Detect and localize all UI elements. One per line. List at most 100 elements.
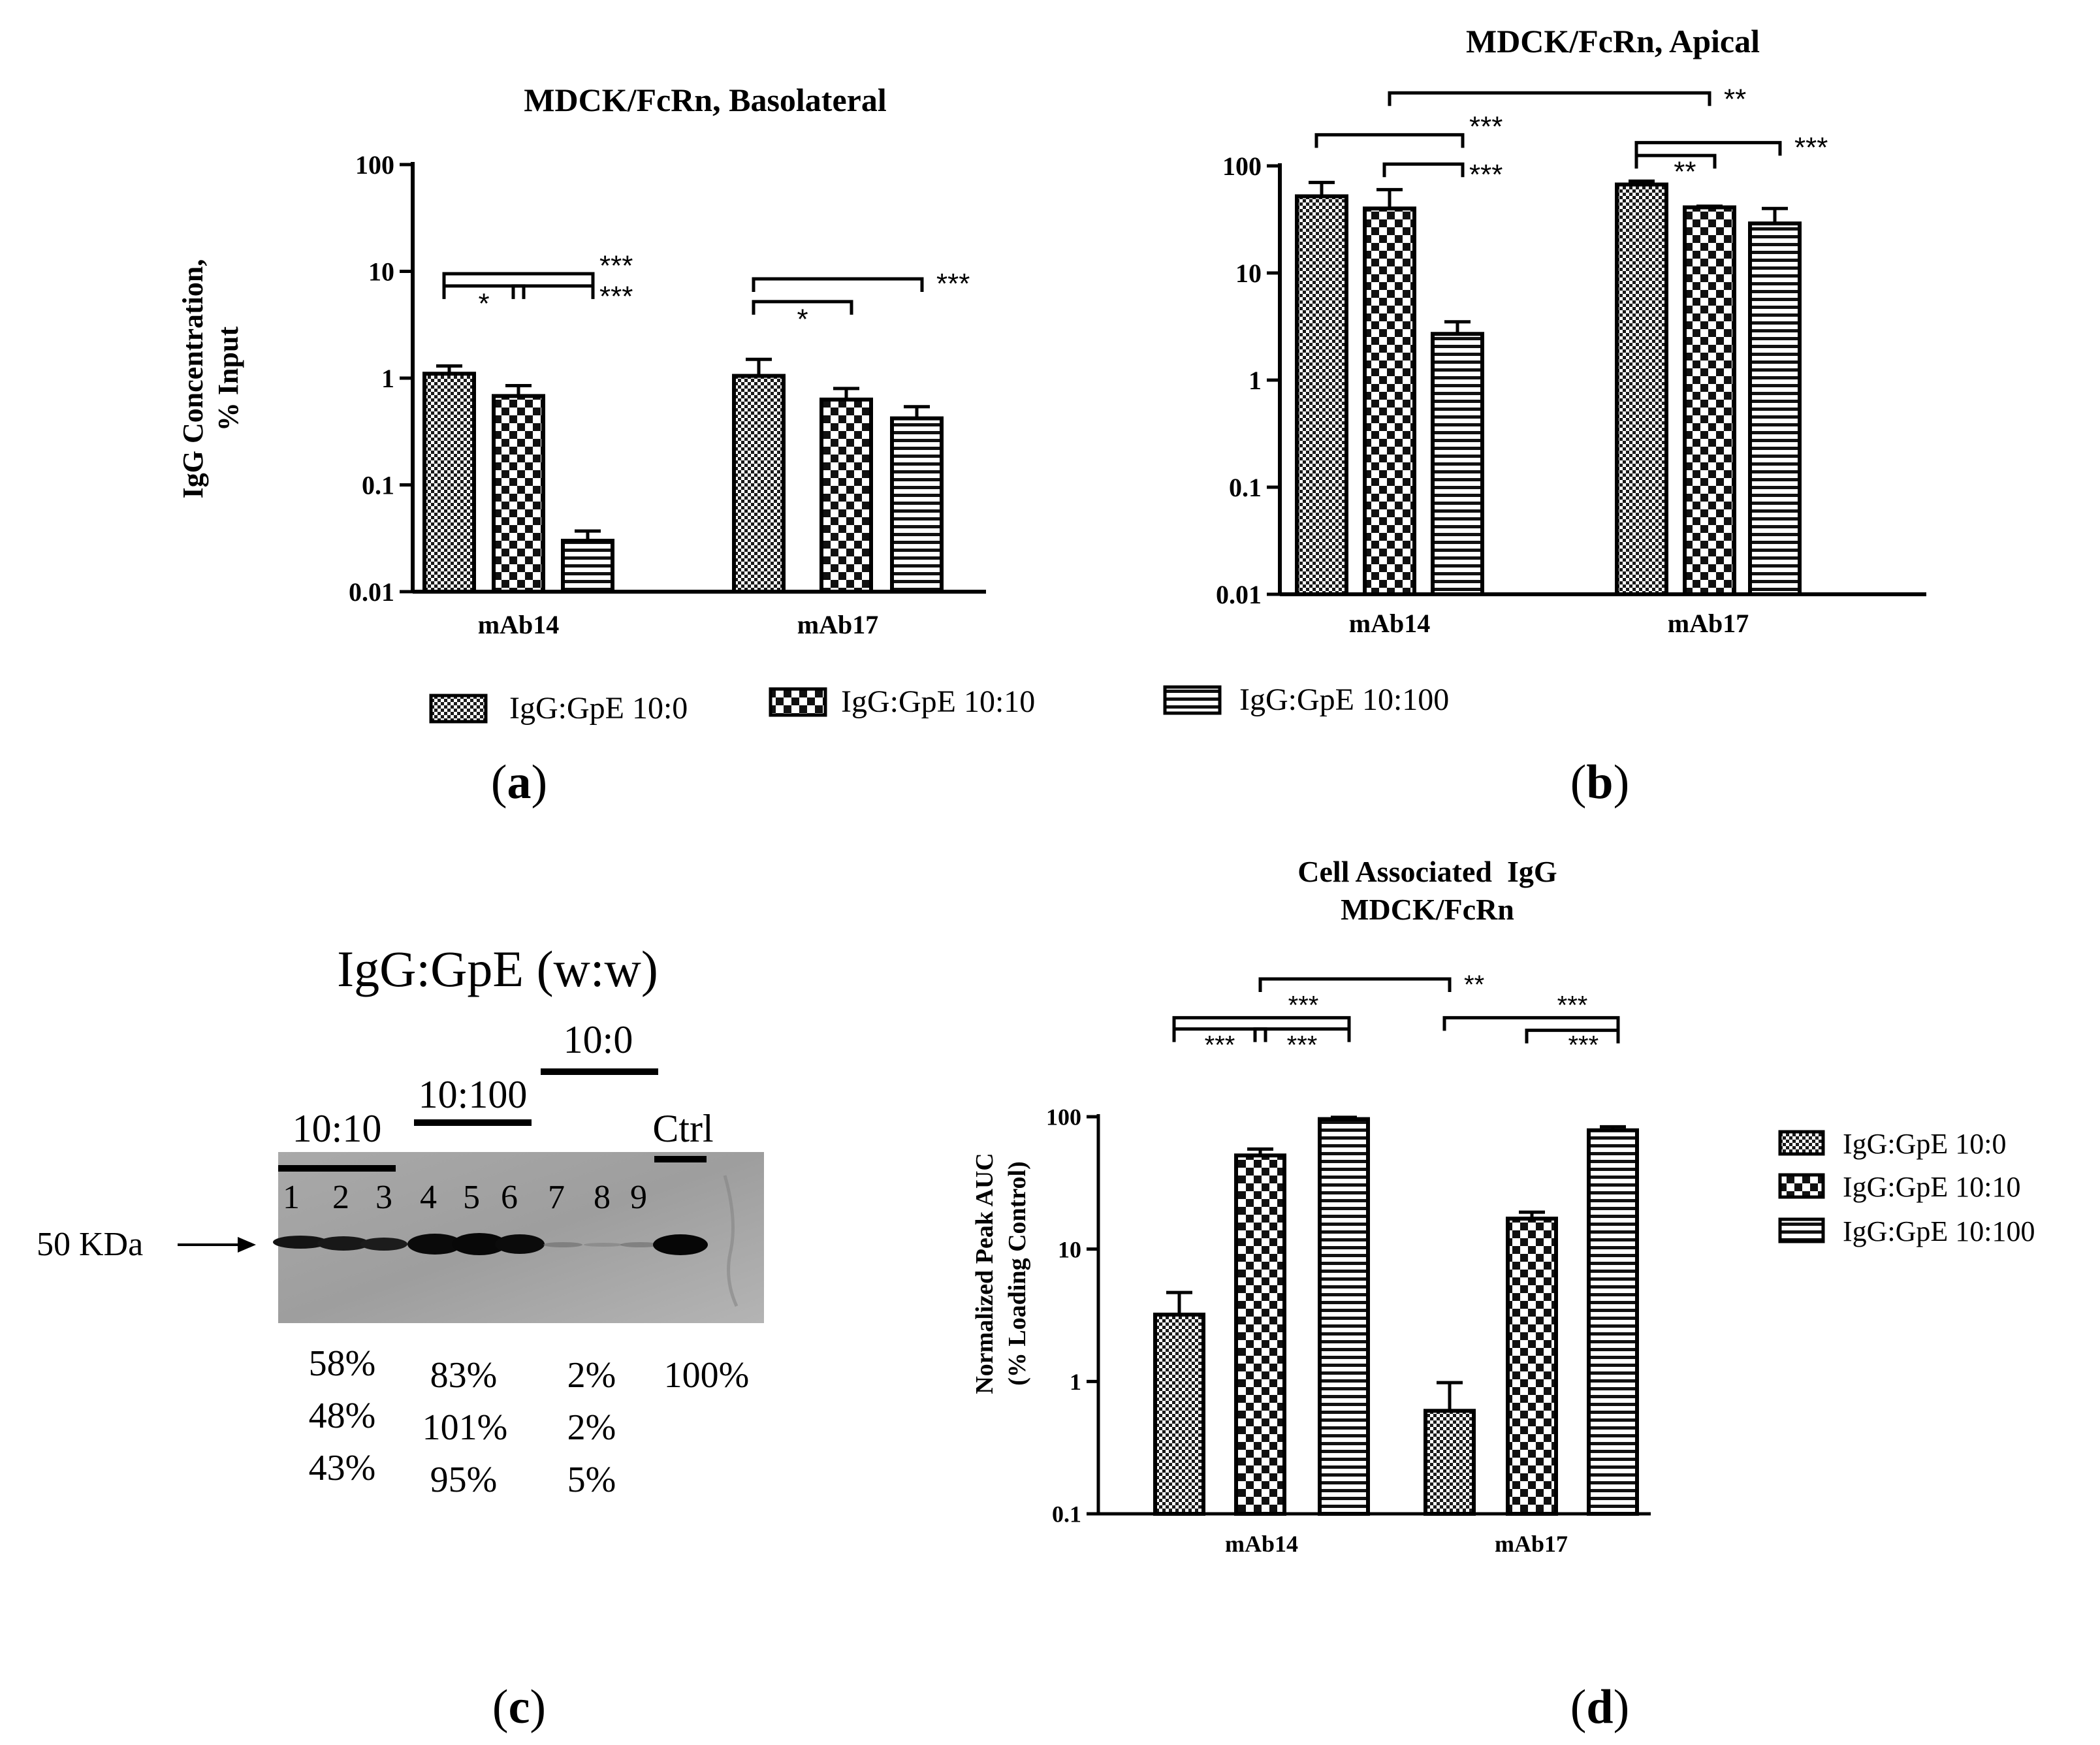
legend-swatch-10-10 bbox=[769, 687, 827, 717]
significance-bracket bbox=[1525, 1029, 1620, 1044]
lane-numbers: 1 2 3 4 5 6 7 8 9 bbox=[283, 1179, 647, 1216]
significance-label: * bbox=[797, 304, 808, 336]
blot-percentages: 58% 48% 43% 83% 101% 95% 2% 2% 5% 100% bbox=[309, 1343, 750, 1500]
bar bbox=[1587, 1128, 1639, 1516]
cross-significance-bracket bbox=[1258, 977, 1452, 992]
category-label: mAb14 bbox=[1349, 609, 1430, 638]
y-tick-label: 100 bbox=[355, 150, 394, 180]
legend-swatch-10-0 bbox=[1778, 1130, 1825, 1156]
panel-d-title-line1: Cell Associated IgG bbox=[1297, 855, 1557, 888]
y-tick-label: 0.1 bbox=[1229, 473, 1262, 502]
significance-bracket bbox=[1634, 153, 1717, 169]
bar bbox=[1506, 1216, 1558, 1516]
panel-d-letter-text: d bbox=[1586, 1680, 1613, 1734]
legend-swatch-10-0 bbox=[429, 694, 488, 724]
significance-bracket bbox=[442, 272, 595, 287]
percent-value: 95% bbox=[430, 1460, 498, 1500]
bar bbox=[422, 372, 476, 594]
significance-bracket bbox=[1634, 140, 1782, 156]
band-ctrl bbox=[653, 1234, 708, 1255]
group-bar-10-10 bbox=[278, 1165, 396, 1172]
significance-label: ** bbox=[1724, 83, 1746, 115]
significance-label: *** bbox=[1287, 1031, 1318, 1060]
panel-d-chart: Cell Associated IgG MDCK/FcRn Normalized… bbox=[971, 855, 2035, 1734]
legend-swatch-10-100 bbox=[1163, 685, 1222, 715]
panel-a-legend: IgG:GpE 10:0 IgG:GpE 10:10 IgG:GpE 10:10… bbox=[429, 682, 1449, 726]
percent-value: 2% bbox=[567, 1355, 616, 1396]
legend-label-10-10: IgG:GpE 10:10 bbox=[1843, 1171, 2021, 1203]
percent-value: 100% bbox=[664, 1355, 750, 1396]
bar bbox=[1295, 194, 1348, 596]
panel-d-ylabel-line2: (% Loading Control) bbox=[1004, 1161, 1031, 1385]
band-lane-9 bbox=[620, 1242, 660, 1247]
significance-bracket bbox=[1314, 133, 1465, 148]
legend-label-10-0: IgG:GpE 10:0 bbox=[1843, 1128, 2007, 1160]
bar bbox=[1748, 221, 1802, 596]
y-tick-label: 0.1 bbox=[362, 471, 394, 500]
significance-label: *** bbox=[936, 268, 970, 300]
significance-label: *** bbox=[1205, 1031, 1235, 1060]
blot-bands bbox=[273, 1233, 708, 1255]
marker-label: 50 KDa bbox=[37, 1226, 143, 1263]
y-tick-label: 10 bbox=[1235, 259, 1262, 288]
arrow-right-icon bbox=[238, 1237, 256, 1253]
significance-label: *** bbox=[1469, 159, 1503, 191]
significance-bracket bbox=[1172, 1016, 1351, 1031]
lane-number: 9 bbox=[630, 1179, 647, 1216]
panel-d-ylabel-line1: Normalized Peak AUC bbox=[971, 1153, 998, 1394]
group-label-ctrl: Ctrl bbox=[652, 1107, 713, 1150]
panel-c-letter: (c) bbox=[492, 1680, 546, 1734]
band-lane-1 bbox=[273, 1236, 328, 1249]
lane-number: 2 bbox=[332, 1179, 349, 1216]
y-tick-label: 0.01 bbox=[349, 577, 394, 607]
y-tick-label: 0.01 bbox=[1216, 580, 1262, 609]
significance-bracket bbox=[511, 284, 595, 299]
legend-label-10-10: IgG:GpE 10:10 bbox=[841, 684, 1035, 719]
band-lane-3 bbox=[360, 1238, 407, 1251]
band-lane-2 bbox=[317, 1236, 370, 1251]
bar bbox=[732, 374, 786, 594]
bar bbox=[1363, 206, 1416, 597]
category-label: mAb14 bbox=[1225, 1531, 1298, 1557]
bar bbox=[890, 416, 944, 594]
category-label: mAb14 bbox=[478, 610, 559, 639]
group-bar-10-0 bbox=[541, 1068, 658, 1075]
cross-significance-bracket bbox=[1388, 91, 1711, 106]
panel-b-letter: (b) bbox=[1570, 756, 1629, 809]
significance-bracket bbox=[442, 284, 526, 299]
band-lane-8 bbox=[584, 1243, 623, 1247]
lane-number: 7 bbox=[548, 1179, 565, 1216]
group-bar-ctrl bbox=[654, 1156, 707, 1162]
lane-number: 8 bbox=[594, 1179, 611, 1216]
legend-swatch-10-10 bbox=[1778, 1173, 1825, 1199]
lane-number: 1 bbox=[283, 1179, 300, 1216]
significance-bracket bbox=[1253, 1027, 1351, 1042]
panel-c-blot: IgG:GpE (w:w) 10:0 10:100 10:10 Ctrl 1 2… bbox=[37, 940, 764, 1734]
bar bbox=[1615, 182, 1668, 596]
band-lane-7 bbox=[543, 1242, 582, 1247]
significance-label: * bbox=[478, 288, 489, 320]
lane-number: 5 bbox=[463, 1179, 480, 1216]
legend-label-10-100: IgG:GpE 10:100 bbox=[1239, 682, 1449, 717]
y-tick-label: 1 bbox=[381, 364, 394, 393]
y-tick-label: 0.1 bbox=[1052, 1501, 1081, 1528]
panel-c-letter-text: c bbox=[509, 1680, 530, 1734]
percent-value: 58% bbox=[309, 1343, 376, 1384]
y-tick-label: 10 bbox=[368, 257, 394, 287]
bar bbox=[561, 538, 614, 594]
y-tick-label: 1 bbox=[1249, 366, 1262, 395]
percent-value: 48% bbox=[309, 1396, 376, 1436]
significance-bracket bbox=[1382, 162, 1465, 178]
panel-b-letter-text: b bbox=[1586, 756, 1613, 809]
blot-smear bbox=[723, 1175, 739, 1307]
group-bar-10-100 bbox=[414, 1119, 532, 1126]
band-lane-5 bbox=[452, 1233, 507, 1255]
lane-number: 6 bbox=[501, 1179, 518, 1216]
percent-value: 83% bbox=[430, 1355, 498, 1396]
group-label-10-100: 10:100 bbox=[419, 1073, 528, 1116]
category-label: mAb17 bbox=[1668, 609, 1749, 638]
category-label: mAb17 bbox=[1495, 1531, 1568, 1557]
